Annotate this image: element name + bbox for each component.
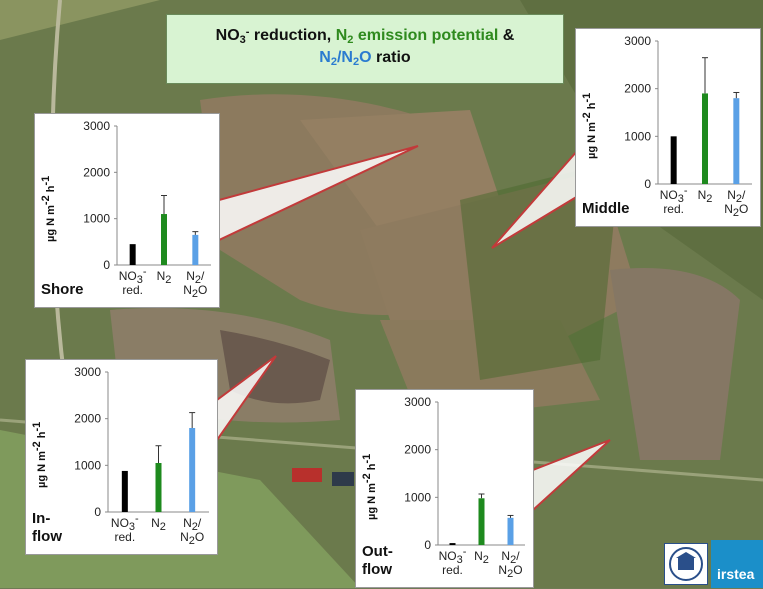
y-tick-label: 1000 [83, 212, 110, 226]
bar-n2 [155, 463, 162, 512]
leader-middle [491, 147, 579, 249]
y-tick-label: 1000 [404, 490, 431, 504]
bar-no3-reduction [121, 470, 128, 512]
bar-chart-middle: 0 1000 2000 3000 [624, 34, 752, 191]
bar-chart-outflow: 0 1000 2000 3000 [404, 395, 525, 552]
site-label: Shore [41, 281, 84, 298]
bar-no3-reduction [129, 244, 136, 265]
x-tick-label: N2 [156, 269, 172, 286]
university-seal-icon [669, 547, 703, 581]
y-tick-label: 1000 [74, 458, 101, 472]
bar-n2 [161, 214, 167, 265]
y-axis-label: µg N m-2 h-1 [31, 421, 48, 488]
x-tick-label: N2/N2O [180, 516, 205, 547]
bar-n2-n2o-ratio [507, 517, 514, 545]
bar-n2-n2o-ratio [733, 98, 740, 184]
title-line-2: N2/N2O ratio [319, 49, 411, 68]
y-tick-label: 1000 [624, 129, 651, 143]
x-tick-label: N2/N2O [724, 188, 749, 219]
x-tick-label: NO3- red. [438, 546, 467, 578]
bar-n2-n2o-ratio [192, 234, 199, 265]
x-tick-label: NO3- red. [110, 513, 139, 545]
x-tick-label: N2 [474, 549, 489, 566]
y-tick-label: 0 [103, 258, 110, 272]
y-tick-label: 3000 [404, 395, 431, 409]
chart-panel-middle: 0 1000 2000 3000 NO3- red. N2 N2/N2O µg N m-2 h-… [575, 28, 761, 227]
bar-no3-reduction [670, 136, 677, 184]
site-label: Out-flow [362, 543, 393, 578]
y-tick-label: 3000 [624, 34, 651, 48]
y-tick-label: 0 [644, 177, 651, 191]
bar-n2-n2o-ratio [189, 428, 196, 512]
leader-shore [218, 145, 419, 242]
y-tick-label: 2000 [404, 443, 431, 457]
chart-panel-shore: 0 1000 2000 3000 NO3- red. N2 N2/N2O µg N m-2 h-… [34, 113, 220, 308]
x-tick-label: NO3- red. [118, 266, 147, 298]
x-tick-label: NO3- red. [659, 185, 688, 217]
y-tick-label: 2000 [624, 82, 651, 96]
leader-outflow [532, 439, 611, 513]
site-label: In-flow [32, 510, 62, 545]
bar-no3-reduction [449, 543, 456, 545]
x-tick-label: N2/N2O [183, 269, 208, 300]
y-tick-label: 2000 [74, 412, 101, 426]
y-tick-label: 3000 [83, 119, 110, 133]
irstea-logo: irstea [711, 540, 763, 588]
leader-inflow [216, 355, 277, 444]
x-tick-label: N2 [151, 516, 166, 533]
y-tick-label: 0 [424, 538, 431, 552]
chart-panel-outflow: 0 1000 2000 3000 NO3- red. N2 N2/N2O µg N m-2 h-… [355, 389, 534, 588]
x-tick-label: N2 [697, 188, 713, 205]
y-tick-label: 2000 [83, 165, 110, 179]
y-axis-label: µg N m-2 h-1 [361, 453, 378, 520]
y-axis-label: µg N m-2 h-1 [581, 92, 598, 159]
bar-chart-shore: 0 1000 2000 3000 [83, 119, 211, 272]
x-tick-label: N2/N2O [498, 549, 523, 580]
bar-n2 [702, 93, 708, 184]
title-line-1: NO3- reduction, N2 emission potential & [215, 26, 515, 46]
chart-title: NO3- reduction, N2 emission potential & … [166, 14, 564, 84]
university-logo [664, 543, 708, 585]
chart-panel-inflow: 0 1000 2000 3000 NO3- red. N2 N2/N2O µg N m-2 h-… [25, 359, 218, 555]
y-tick-label: 3000 [74, 365, 101, 379]
y-axis-label: µg N m-2 h-1 [40, 175, 57, 242]
site-label: Middle [582, 200, 630, 217]
y-tick-label: 0 [94, 505, 101, 519]
bar-chart-inflow: 0 1000 2000 3000 [74, 365, 209, 519]
bar-n2 [478, 498, 485, 545]
